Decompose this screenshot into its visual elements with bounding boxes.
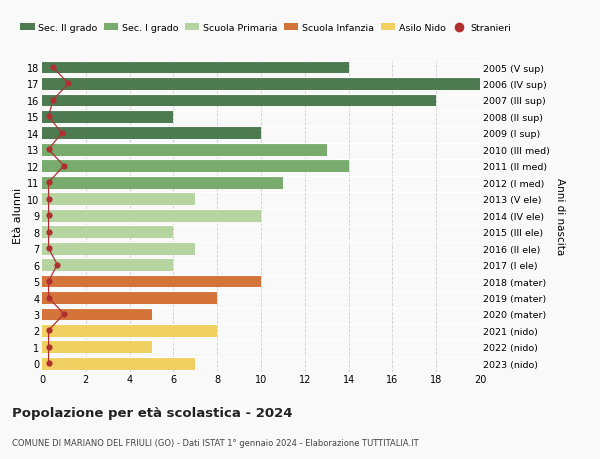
Bar (42, 78, 480, 91)
Bar (42, 242, 196, 255)
Bar (42, 258, 173, 271)
Bar (42, 341, 152, 353)
Bar (42, 275, 261, 288)
Bar (42, 308, 152, 321)
Bar (42, 176, 283, 189)
Bar (42, 95, 436, 107)
Bar (42, 127, 261, 140)
Bar (42, 209, 261, 222)
Text: Popolazione per età scolastica - 2024: Popolazione per età scolastica - 2024 (12, 406, 293, 419)
Bar (42, 160, 349, 173)
Y-axis label: Anni di nascita: Anni di nascita (555, 177, 565, 254)
Bar (42, 325, 217, 337)
Bar (42, 357, 196, 370)
Legend: Sec. II grado, Sec. I grado, Scuola Primaria, Scuola Infanzia, Asilo Nido, Stran: Sec. II grado, Sec. I grado, Scuola Prim… (20, 24, 511, 33)
Bar (42, 193, 196, 206)
Bar (42, 144, 327, 157)
Bar (42, 111, 173, 123)
Text: COMUNE DI MARIANO DEL FRIULI (GO) - Dati ISTAT 1° gennaio 2024 - Elaborazione TU: COMUNE DI MARIANO DEL FRIULI (GO) - Dati… (12, 438, 419, 448)
Y-axis label: Età alunni: Età alunni (13, 188, 23, 244)
Bar (42, 62, 349, 74)
Bar (42, 226, 173, 239)
Bar (42, 291, 217, 304)
